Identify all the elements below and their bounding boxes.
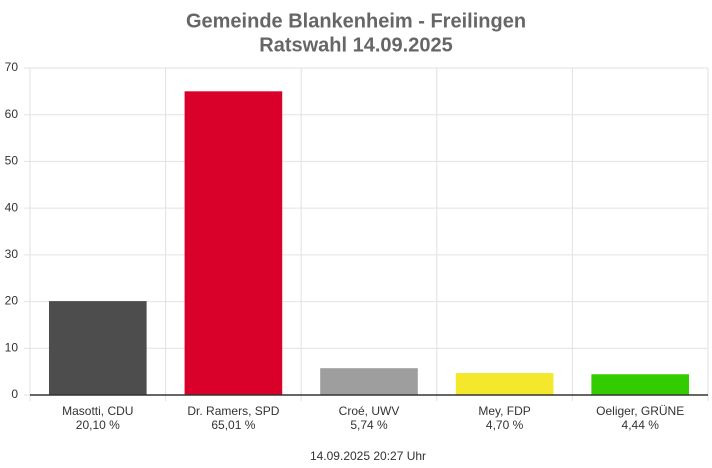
- y-tick-label: 40: [5, 200, 19, 214]
- y-tick-label: 0: [11, 387, 18, 401]
- y-tick-label: 30: [5, 247, 19, 261]
- value-label: 4,44 %: [622, 418, 660, 432]
- y-tick-label: 60: [5, 107, 19, 121]
- bar: [455, 373, 554, 395]
- bar: [48, 301, 147, 395]
- bar: [591, 374, 690, 395]
- value-label: 65,01 %: [211, 418, 255, 432]
- x-tick-label: Masotti, CDU: [62, 404, 133, 418]
- value-label: 5,74 %: [350, 418, 388, 432]
- value-label: 4,70 %: [486, 418, 524, 432]
- y-tick-label: 50: [5, 154, 19, 168]
- bar: [184, 91, 283, 395]
- chart-subtitle: Ratswahl 14.09.2025: [259, 34, 452, 56]
- x-tick-label: Mey, FDP: [478, 404, 530, 418]
- value-label: 20,10 %: [76, 418, 120, 432]
- x-tick-label: Croé, UWV: [339, 404, 400, 418]
- footnote: 14.09.2025 20:27 Uhr: [310, 449, 426, 463]
- chart-title: Gemeinde Blankenheim - Freilingen: [186, 10, 526, 32]
- y-tick-label: 20: [5, 294, 19, 308]
- y-tick-label: 70: [5, 60, 19, 74]
- bar: [320, 368, 418, 395]
- y-tick-label: 10: [5, 340, 19, 354]
- x-tick-label: Dr. Ramers, SPD: [187, 404, 279, 418]
- x-tick-label: Oeliger, GRÜNE: [596, 404, 684, 418]
